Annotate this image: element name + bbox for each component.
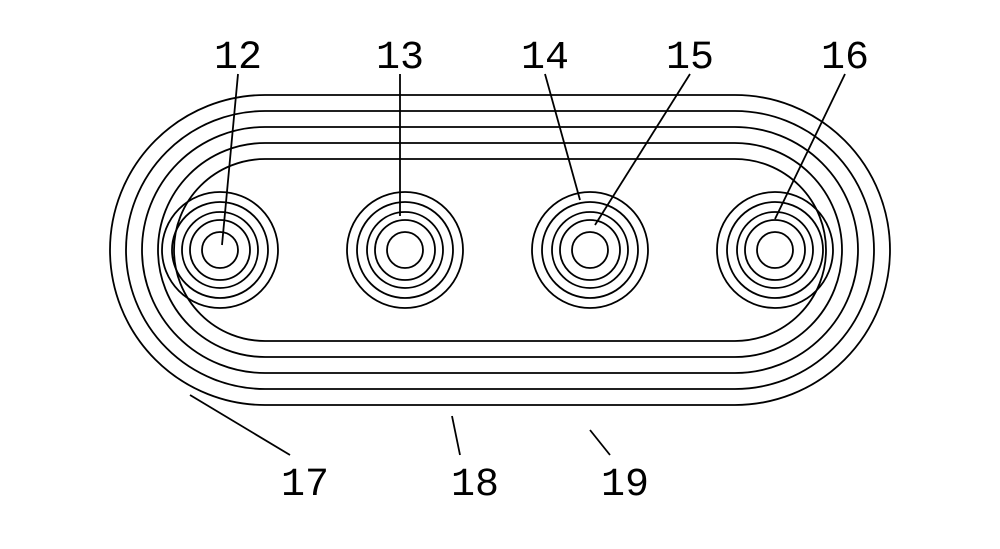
circle-1-ring-2 xyxy=(367,212,443,288)
outer-ring-0 xyxy=(110,95,890,405)
circle-0-ring-1 xyxy=(172,202,268,298)
circle-0-ring-0 xyxy=(162,192,278,308)
circle-group-3 xyxy=(717,192,833,308)
label-19: 19 xyxy=(601,463,649,508)
label-18: 18 xyxy=(451,463,499,508)
circle-3-ring-3 xyxy=(745,220,805,280)
label-17: 17 xyxy=(281,463,329,508)
circle-1-ring-0 xyxy=(347,192,463,308)
circle-2-ring-0 xyxy=(532,192,648,308)
circle-2-ring-1 xyxy=(542,202,638,298)
leader-line-17 xyxy=(190,395,290,455)
leader-line-18 xyxy=(452,416,460,455)
outer-ring-4 xyxy=(174,159,826,341)
circle-0-ring-2 xyxy=(182,212,258,288)
circle-group-0 xyxy=(162,192,278,308)
circle-group-1 xyxy=(347,192,463,308)
circle-2-ring-3 xyxy=(560,220,620,280)
circle-2-ring-2 xyxy=(552,212,628,288)
leader-line-14 xyxy=(545,74,580,200)
circle-0-ring-4 xyxy=(202,232,238,268)
circle-0-ring-3 xyxy=(190,220,250,280)
leader-line-19 xyxy=(590,430,610,455)
circle-2-ring-4 xyxy=(572,232,608,268)
leader-line-15 xyxy=(595,74,690,225)
circle-3-ring-2 xyxy=(737,212,813,288)
circle-1-ring-4 xyxy=(387,232,423,268)
circle-3-ring-0 xyxy=(717,192,833,308)
circle-1-ring-1 xyxy=(357,202,453,298)
outer-ring-3 xyxy=(158,143,842,357)
circle-3-ring-4 xyxy=(757,232,793,268)
circle-group-2 xyxy=(532,192,648,308)
circle-1-ring-3 xyxy=(375,220,435,280)
circle-3-ring-1 xyxy=(727,202,823,298)
